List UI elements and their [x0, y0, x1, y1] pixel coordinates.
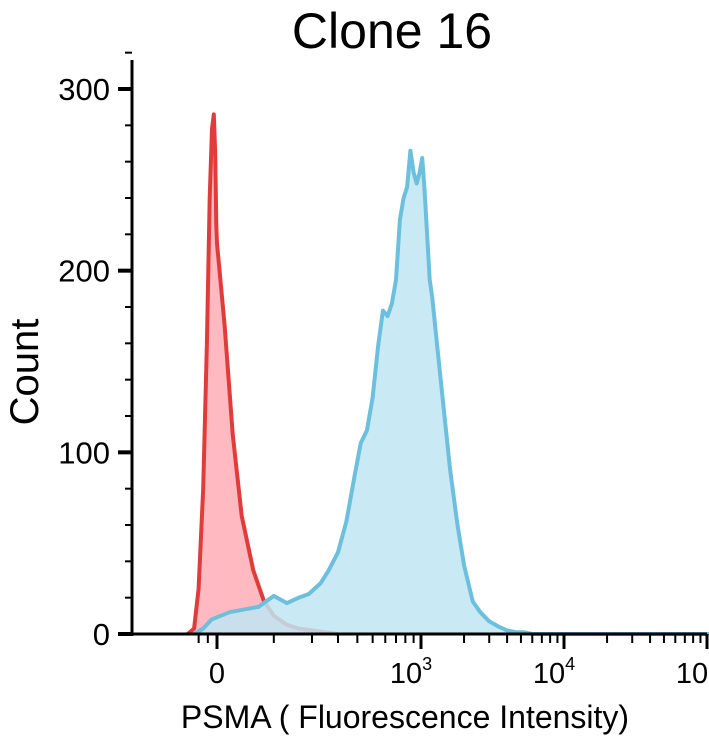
series-layer: [186, 112, 709, 636]
chart-title: Clone 16: [292, 3, 492, 59]
x-tick-label-100000: 105: [676, 654, 709, 690]
series-2-line: [193, 148, 709, 636]
x-tick-label-10000: 104: [533, 654, 575, 690]
y-axis-label: Count: [3, 319, 47, 426]
x-axis-label: PSMA ( Fluorescence Intensity): [181, 699, 629, 735]
x-tick-label-0: 0: [209, 658, 225, 690]
y-tick-label-200: 200: [58, 254, 110, 289]
y-tick-label-300: 300: [58, 72, 110, 107]
series-1-area: [187, 114, 338, 634]
x-tick-label-1000: 103: [390, 654, 432, 690]
y-tick-label-100: 100: [58, 435, 110, 470]
y-tick-label-0: 0: [93, 617, 110, 652]
series-2-area: [194, 150, 709, 634]
